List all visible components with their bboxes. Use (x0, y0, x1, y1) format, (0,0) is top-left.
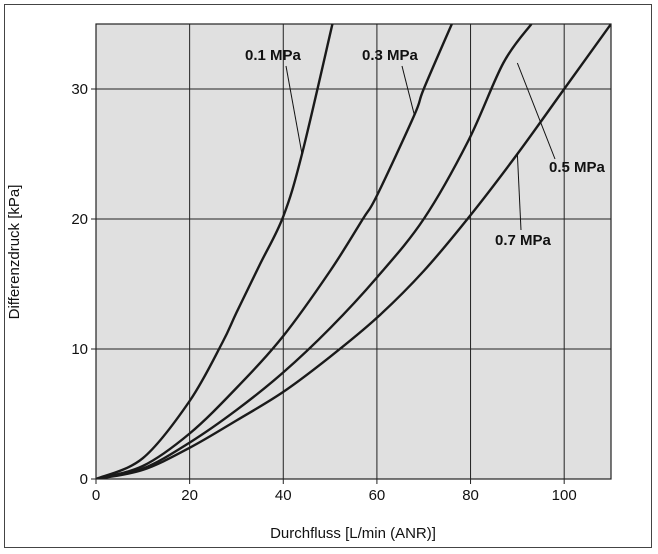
series-line-2 (96, 24, 533, 479)
series-line-1 (96, 24, 453, 479)
series-label: 0.3 MPa (362, 47, 419, 64)
series-labels: 0.1 MPa 0.3 MPa 0.5 MPa 0.7 MPa (245, 47, 606, 249)
series-label-leader (516, 62, 556, 160)
x-tick-label: 0 (92, 487, 100, 504)
x-tick-label: 40 (275, 487, 292, 504)
plot-area (96, 24, 611, 479)
series-label-leader (516, 153, 522, 231)
y-tick-label: 10 (71, 341, 88, 358)
y-tick-label: 0 (80, 471, 88, 488)
series-line-0 (96, 24, 334, 479)
series-line-3 (96, 24, 611, 479)
y-tick-label: 20 (71, 211, 88, 228)
series-label: 0.7 MPa (495, 232, 552, 249)
x-tick-label: 60 (369, 487, 386, 504)
y-tick-label: 30 (71, 81, 88, 98)
x-axis-title: Durchfluss [L/min (ANR)] (270, 525, 436, 542)
series-label-leader (401, 65, 415, 116)
tick-labels: 0 20 40 60 80 100 0 10 20 30 (71, 81, 576, 504)
plot-border (95, 23, 612, 480)
series-label-leader (285, 65, 303, 155)
series-lines (96, 24, 611, 479)
grid (96, 24, 611, 479)
x-tick-label: 20 (181, 487, 198, 504)
x-tick-label: 100 (552, 487, 577, 504)
x-tick-label: 80 (462, 487, 479, 504)
series-label: 0.5 MPa (549, 159, 606, 176)
series-label: 0.1 MPa (245, 47, 302, 64)
y-axis-title: Differenzdruck [kPa] (6, 185, 23, 320)
